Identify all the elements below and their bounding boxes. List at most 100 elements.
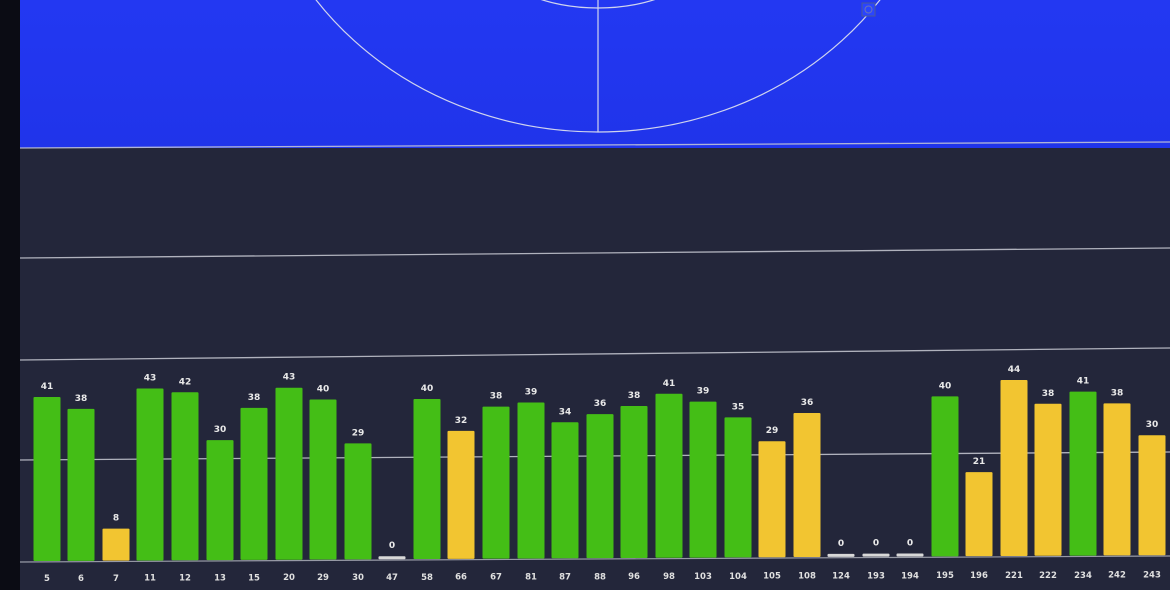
bar-value-label: 0 (389, 541, 395, 551)
x-tick-label: 194 (901, 571, 919, 581)
bar-value-label: 41 (663, 379, 676, 389)
bar-value-label: 41 (1077, 377, 1090, 387)
signal-bar (793, 413, 821, 558)
value-label-group: 41 38 8 43 42 30 38 43 40 29 0 40 32 38 39 34 36 38 41 39 35… (41, 365, 1159, 551)
x-tick-label: 88 (594, 572, 606, 582)
signal-bar (655, 393, 683, 558)
bar-value-label: 0 (907, 539, 913, 549)
x-tick-label: 104 (729, 572, 747, 582)
x-tick-label: 222 (1039, 571, 1057, 581)
x-tick-label: 20 (283, 573, 295, 583)
signal-bar (965, 472, 993, 557)
bar-value-label: 21 (973, 457, 986, 467)
bar-value-label: 29 (766, 426, 779, 436)
bar-value-label: 39 (697, 387, 710, 397)
signal-bar (33, 397, 61, 561)
signal-bar (620, 405, 648, 558)
x-tick-label: 234 (1074, 571, 1092, 581)
signal-bar (758, 441, 786, 558)
x-tick-label: 87 (559, 572, 571, 582)
x-tick-label: 108 (798, 572, 816, 582)
signal-bar (724, 417, 752, 558)
bar-value-label: 0 (838, 539, 844, 549)
x-tick-label: 12 (179, 574, 191, 584)
signal-bar (344, 443, 372, 560)
bar-value-label: 35 (732, 402, 745, 412)
x-tick-label: 66 (455, 573, 467, 583)
x-tick-label: 47 (386, 573, 398, 583)
baseline (20, 555, 1170, 563)
x-tick-label: 243 (1143, 571, 1161, 581)
signal-strength-chart: 41 38 8 43 42 30 38 43 40 29 0 40 32 38 39 34 36 38 41 39 35… (20, 141, 1170, 584)
bar-value-label: 36 (801, 398, 814, 408)
signal-bar (931, 396, 959, 557)
x-tick-label: 103 (694, 572, 712, 582)
grid-line (20, 347, 1170, 361)
bar-value-label: 41 (41, 382, 54, 392)
bar-value-label: 34 (559, 407, 572, 417)
x-tick-label: 7 (113, 574, 119, 584)
x-tick-group: 5 6 7 11 12 13 15 20 29 30 47 58 66 67 81 87 88 96 98 103 10… (44, 571, 1161, 584)
sky-plot-panel (20, 0, 1170, 148)
signal-bar (447, 430, 475, 559)
signal-bar (1000, 379, 1028, 556)
signal-bar (862, 553, 890, 557)
x-tick-label: 5 (44, 574, 50, 584)
x-tick-label: 124 (832, 572, 850, 582)
bar-value-label: 36 (594, 399, 607, 409)
bar-value-label: 38 (628, 391, 641, 401)
x-tick-label: 81 (525, 572, 537, 582)
x-tick-label: 195 (936, 571, 954, 581)
x-tick-label: 105 (763, 572, 781, 582)
bar-value-label: 38 (75, 394, 88, 404)
signal-bar (275, 387, 303, 560)
x-tick-label: 242 (1108, 571, 1126, 581)
sky-plot (315, 0, 881, 133)
x-tick-label: 13 (214, 573, 226, 583)
x-tick-label: 11 (144, 574, 156, 584)
signal-bar (551, 422, 579, 559)
signal-bar (1103, 403, 1131, 556)
bar-value-label: 32 (455, 416, 468, 426)
signal-bar (482, 406, 510, 559)
bar-value-label: 30 (1146, 420, 1159, 430)
bar-value-label: 29 (352, 428, 365, 438)
signal-bar (689, 401, 717, 558)
signal-bar (586, 414, 614, 559)
grid-line (20, 141, 1170, 149)
bar-value-label: 8 (113, 514, 119, 524)
signal-bar (67, 408, 95, 561)
bar-value-label: 42 (179, 377, 192, 387)
x-tick-label: 29 (317, 573, 329, 583)
x-tick-label: 6 (78, 574, 84, 584)
signal-bar (102, 528, 130, 561)
x-tick-label: 96 (628, 572, 640, 582)
bar-group (33, 379, 1166, 561)
bar-value-label: 40 (939, 381, 952, 391)
bar-value-label: 40 (317, 385, 330, 395)
signal-bar (517, 402, 545, 559)
satellite-marker (861, 2, 876, 17)
signal-bar (378, 556, 406, 560)
x-tick-label: 196 (970, 571, 988, 581)
gnss-status-display: 41 38 8 43 42 30 38 43 40 29 0 40 32 38 39 34 36 38 41 39 35… (20, 0, 1170, 590)
signal-bar (1138, 435, 1166, 556)
signal-bar (1069, 391, 1097, 556)
x-tick-label: 58 (421, 573, 433, 583)
x-tick-label: 67 (490, 573, 502, 583)
signal-bar (896, 553, 924, 557)
signal-bar (413, 399, 441, 560)
satellite-marker-dot (864, 5, 873, 14)
x-tick-label: 221 (1005, 571, 1023, 581)
x-tick-label: 98 (663, 572, 675, 582)
bar-value-label: 38 (1111, 388, 1124, 398)
bar-value-label: 38 (1042, 389, 1055, 399)
signal-bar (240, 407, 268, 560)
bar-value-label: 39 (525, 387, 538, 397)
x-tick-label: 30 (352, 573, 364, 583)
signal-bar (309, 399, 337, 560)
grid-line (20, 247, 1170, 259)
signal-bar (827, 553, 855, 557)
x-tick-label: 15 (248, 573, 260, 583)
